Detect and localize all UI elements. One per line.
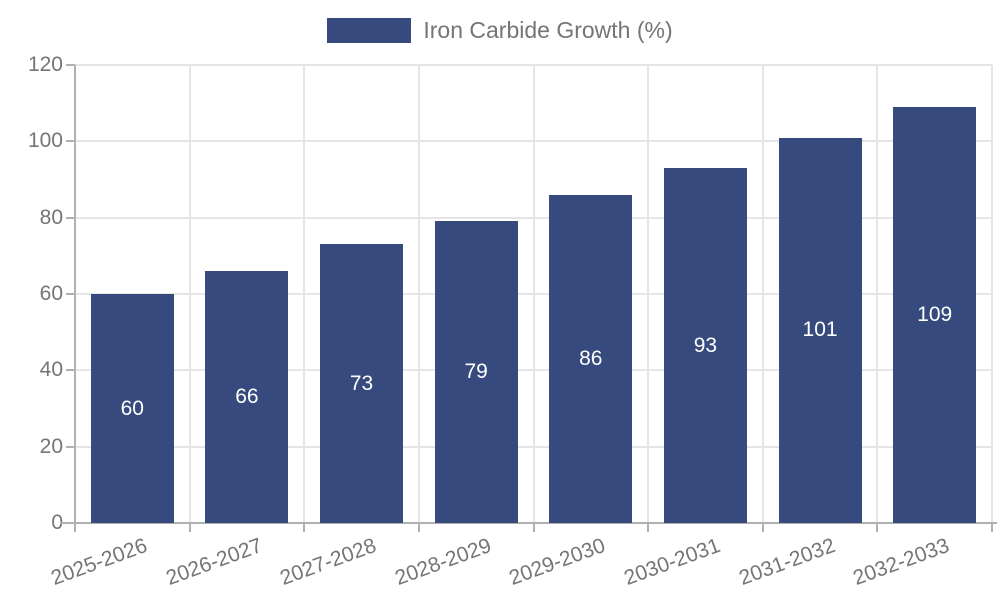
x-tick-mark xyxy=(647,523,650,532)
y-axis-line xyxy=(74,65,76,532)
y-tick-mark xyxy=(66,140,75,143)
x-tick-mark xyxy=(303,523,306,532)
x-tick-label: 2032-2033 xyxy=(850,534,953,590)
x-gridline xyxy=(876,65,879,523)
bar-2030-2031: 93 xyxy=(663,168,747,523)
x-tick-label: 2029-2030 xyxy=(506,534,609,590)
x-tick-label: 2025-2026 xyxy=(47,534,151,590)
x-tick-mark xyxy=(417,523,420,532)
x-gridline xyxy=(188,65,191,523)
y-tick-label: 20 xyxy=(39,434,63,458)
x-tick-label: 2031-2032 xyxy=(735,534,838,590)
x-gridline xyxy=(647,65,650,523)
chart-legend: Iron Carbide Growth (%) xyxy=(0,18,1000,43)
bar-2028-2029: 79 xyxy=(434,221,518,523)
y-tick-mark xyxy=(66,369,75,372)
x-gridline xyxy=(417,65,420,523)
bar-value-label: 73 xyxy=(349,371,374,395)
bar-value-label: 66 xyxy=(235,385,259,409)
bar-2029-2030: 86 xyxy=(549,194,633,523)
y-tick-label: 80 xyxy=(39,205,63,229)
x-gridline xyxy=(532,65,535,523)
x-axis-line xyxy=(60,522,997,524)
y-tick-label: 60 xyxy=(39,282,63,305)
y-tick-mark xyxy=(66,445,75,448)
x-tick-mark xyxy=(876,523,879,532)
y-tick-label: 100 xyxy=(27,129,63,153)
x-tick-label: 2026-2027 xyxy=(162,534,265,590)
bar-2025-2026: 60 xyxy=(90,294,174,523)
x-tick-label: 2030-2031 xyxy=(621,534,724,590)
y-tick-label: 120 xyxy=(27,53,63,76)
x-tick-mark xyxy=(991,523,993,532)
y-tick-label: 40 xyxy=(39,358,63,382)
bar-value-label: 109 xyxy=(917,302,953,326)
y-tick-mark xyxy=(66,293,75,295)
bar-value-label: 60 xyxy=(120,396,144,420)
y-tick-mark xyxy=(66,64,75,66)
y-tick-mark xyxy=(66,216,75,219)
bar-value-label: 101 xyxy=(802,318,838,342)
bar-value-label: 93 xyxy=(693,333,718,357)
x-tick-mark xyxy=(532,523,535,532)
bar-value-label: 79 xyxy=(464,360,488,384)
x-tick-label: 2027-2028 xyxy=(277,534,380,590)
x-gridline xyxy=(303,65,306,523)
bar-2031-2032: 101 xyxy=(778,137,862,523)
legend-label: Iron Carbide Growth (%) xyxy=(423,17,673,43)
bar-2032-2033: 109 xyxy=(893,106,977,523)
bar-value-label: 86 xyxy=(579,346,603,370)
x-gridline xyxy=(991,65,993,523)
bar-2026-2027: 66 xyxy=(205,271,289,523)
y-tick-label: 0 xyxy=(51,511,63,534)
x-gridline xyxy=(761,65,764,523)
bar-2027-2028: 73 xyxy=(320,244,404,523)
legend-swatch xyxy=(327,18,412,43)
x-tick-label: 2028-2029 xyxy=(391,534,495,590)
x-tick-mark xyxy=(188,523,191,532)
x-tick-mark xyxy=(761,523,764,532)
